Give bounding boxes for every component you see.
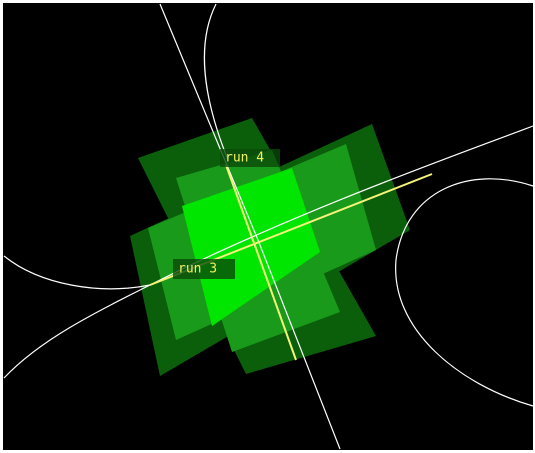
curve (203, 3, 229, 161)
run-label: run 4 (225, 151, 264, 166)
curve (395, 178, 534, 407)
grid-curves (3, 3, 534, 450)
run-4-line (225, 164, 297, 361)
curve (159, 3, 341, 450)
overlap (182, 168, 320, 326)
coverage (130, 118, 410, 376)
curve (3, 255, 151, 290)
label-box (220, 149, 280, 167)
label-box (173, 259, 235, 279)
curve (3, 125, 534, 379)
run-label: run 3 (178, 262, 217, 277)
